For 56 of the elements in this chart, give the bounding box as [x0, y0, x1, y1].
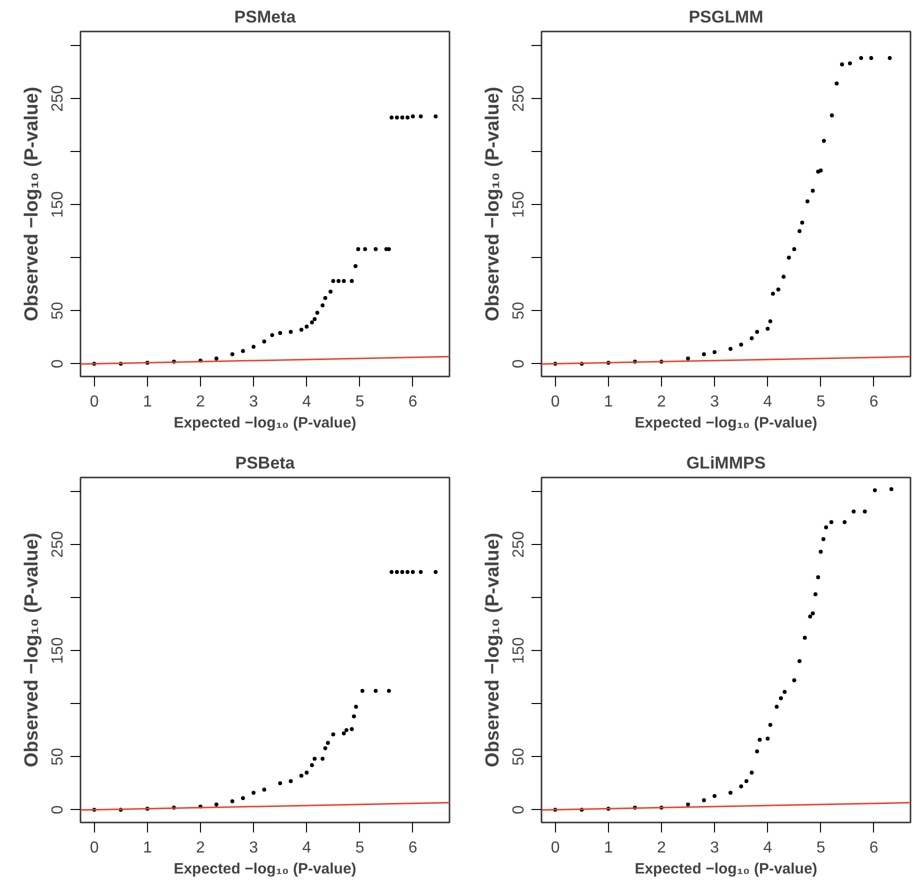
- x-tick-label: 3: [249, 840, 258, 856]
- y-tick-label: 150: [50, 637, 66, 664]
- x-tick-label: 0: [550, 840, 560, 856]
- chart-title: PSBeta: [235, 454, 296, 472]
- x-tick-label: 6: [408, 840, 418, 856]
- x-tick-label: 6: [408, 394, 418, 410]
- y-tick-label: 50: [510, 302, 528, 320]
- x-tick-label: 5: [816, 394, 826, 410]
- x-tick-label: 5: [355, 840, 364, 856]
- y-tick-label: 0: [50, 359, 66, 368]
- x-tick-label: 4: [302, 840, 312, 856]
- x-tick-label: 1: [142, 840, 152, 856]
- x-tick-label: 1: [604, 394, 613, 410]
- y-tick-label: 50: [510, 748, 528, 766]
- y-tick-label: 0: [510, 359, 528, 368]
- x-tick-label: 2: [657, 394, 666, 410]
- x-tick-label: 5: [355, 394, 364, 410]
- y-axis-title: Observed −log₁₀ (P-value): [482, 86, 504, 322]
- y-tick-label: 250: [510, 530, 528, 558]
- x-tick-label: 3: [249, 394, 258, 410]
- chart-title: GLiMMPS: [686, 454, 766, 472]
- y-tick-label: 150: [510, 191, 528, 218]
- x-tick-label: 2: [196, 840, 206, 856]
- x-tick-label: 6: [869, 840, 878, 856]
- y-axis-title: Observed −log₁₀ (P-value): [22, 86, 42, 322]
- x-tick-label: 3: [710, 394, 720, 410]
- y-tick-label: 50: [50, 748, 66, 766]
- x-tick-label: 5: [816, 840, 826, 856]
- y-tick-label: 250: [50, 530, 66, 558]
- x-tick-label: 2: [196, 394, 206, 410]
- x-axis-title: Expected −log₁₀ (P-value): [634, 414, 818, 432]
- x-tick-label: 4: [763, 394, 772, 410]
- y-tick-label: 0: [510, 805, 528, 814]
- y-tick-label: 0: [50, 805, 66, 814]
- x-tick-label: 0: [90, 840, 99, 856]
- x-tick-label: 2: [657, 840, 666, 856]
- x-tick-label: 4: [302, 394, 312, 410]
- x-tick-label: 4: [763, 840, 772, 856]
- y-axis-title: Observed −log₁₀ (P-value): [482, 532, 504, 768]
- y-tick-label: 150: [50, 191, 66, 218]
- x-tick-label: 1: [604, 840, 613, 856]
- y-tick-label: 50: [50, 302, 66, 320]
- x-axis-title: Expected −log₁₀ (P-value): [634, 860, 818, 878]
- x-tick-label: 1: [142, 394, 152, 410]
- x-axis-title: Expected −log₁₀ (P-value): [174, 414, 356, 432]
- x-tick-label: 6: [869, 394, 878, 410]
- x-axis-title: Expected −log₁₀ (P-value): [174, 860, 356, 878]
- chart-title: PSMeta: [234, 8, 296, 26]
- y-axis-title: Observed −log₁₀ (P-value): [22, 532, 42, 768]
- y-tick-label: 150: [510, 637, 528, 664]
- chart-title: PSGLMM: [688, 8, 764, 26]
- x-tick-label: 0: [550, 394, 560, 410]
- x-tick-label: 0: [90, 394, 99, 410]
- y-tick-label: 250: [50, 84, 66, 112]
- x-tick-label: 3: [710, 840, 720, 856]
- y-tick-label: 250: [510, 84, 528, 112]
